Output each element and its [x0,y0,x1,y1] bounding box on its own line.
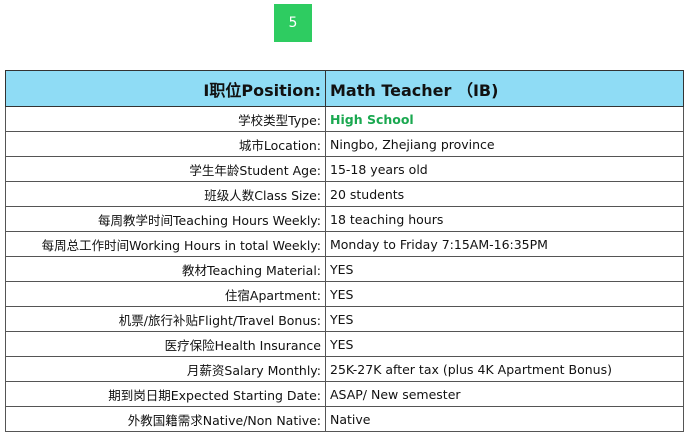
table-row: 外教国籍需求Native/Non Native: Native [5,406,684,432]
row-label: 每周教学时间Teaching Hours Weekly: [5,206,326,232]
row-value: Monday to Friday 7:15AM-16:35PM [325,231,684,257]
row-value: YES [325,306,684,332]
header-label: I职位Position: [5,70,326,107]
row-value: Native [325,406,684,432]
row-label: 学生年龄Student Age: [5,156,326,182]
row-label: 医疗保险Health Insurance [5,331,326,357]
row-label: 每周总工作时间Working Hours in total Weekly: [5,231,326,257]
row-label: 期到岗日期Expected Starting Date: [5,381,326,407]
page-number-badge[interactable]: 5 [274,4,312,42]
table-row: 学校类型Type: High School [5,106,684,132]
table-row: 月薪资Salary Monthly: 25K-27K after tax (plu… [5,356,684,382]
table-row: 期到岗日期Expected Starting Date: ASAP/ New se… [5,381,684,407]
row-label: 住宿Apartment: [5,281,326,307]
row-value: YES [325,256,684,282]
table-row: 住宿Apartment: YES [5,281,684,307]
row-label: 机票/旅行补贴Flight/Travel Bonus: [5,306,326,332]
table-row: 学生年龄Student Age: 15-18 years old [5,156,684,182]
row-label: 城市Location: [5,131,326,157]
job-info-table: I职位Position: Math Teacher （IB) 学校类型Type:… [5,70,684,432]
table-row: 城市Location: Ningbo, Zhejiang province [5,131,684,157]
row-label: 学校类型Type: [5,106,326,132]
row-value: YES [325,281,684,307]
table-row: 班级人数Class Size: 20 students [5,181,684,207]
table-row: 教材Teaching Material: YES [5,256,684,282]
row-value: 15-18 years old [325,156,684,182]
row-value: High School [325,106,684,132]
row-value: YES [325,331,684,357]
row-label: 教材Teaching Material: [5,256,326,282]
row-value: 18 teaching hours [325,206,684,232]
table-row: 医疗保险Health Insurance YES [5,331,684,357]
table-row: 每周教学时间Teaching Hours Weekly: 18 teaching … [5,206,684,232]
row-value: 25K-27K after tax (plus 4K Apartment Bon… [325,356,684,382]
row-label: 月薪资Salary Monthly: [5,356,326,382]
row-value: 20 students [325,181,684,207]
header-row: I职位Position: Math Teacher （IB) [5,70,684,107]
table-row: 每周总工作时间Working Hours in total Weekly: Mon… [5,231,684,257]
row-value: Ningbo, Zhejiang province [325,131,684,157]
row-value: ASAP/ New semester [325,381,684,407]
row-label: 班级人数Class Size: [5,181,326,207]
header-value: Math Teacher （IB) [325,70,684,107]
table-row: 机票/旅行补贴Flight/Travel Bonus: YES [5,306,684,332]
row-label: 外教国籍需求Native/Non Native: [5,406,326,432]
